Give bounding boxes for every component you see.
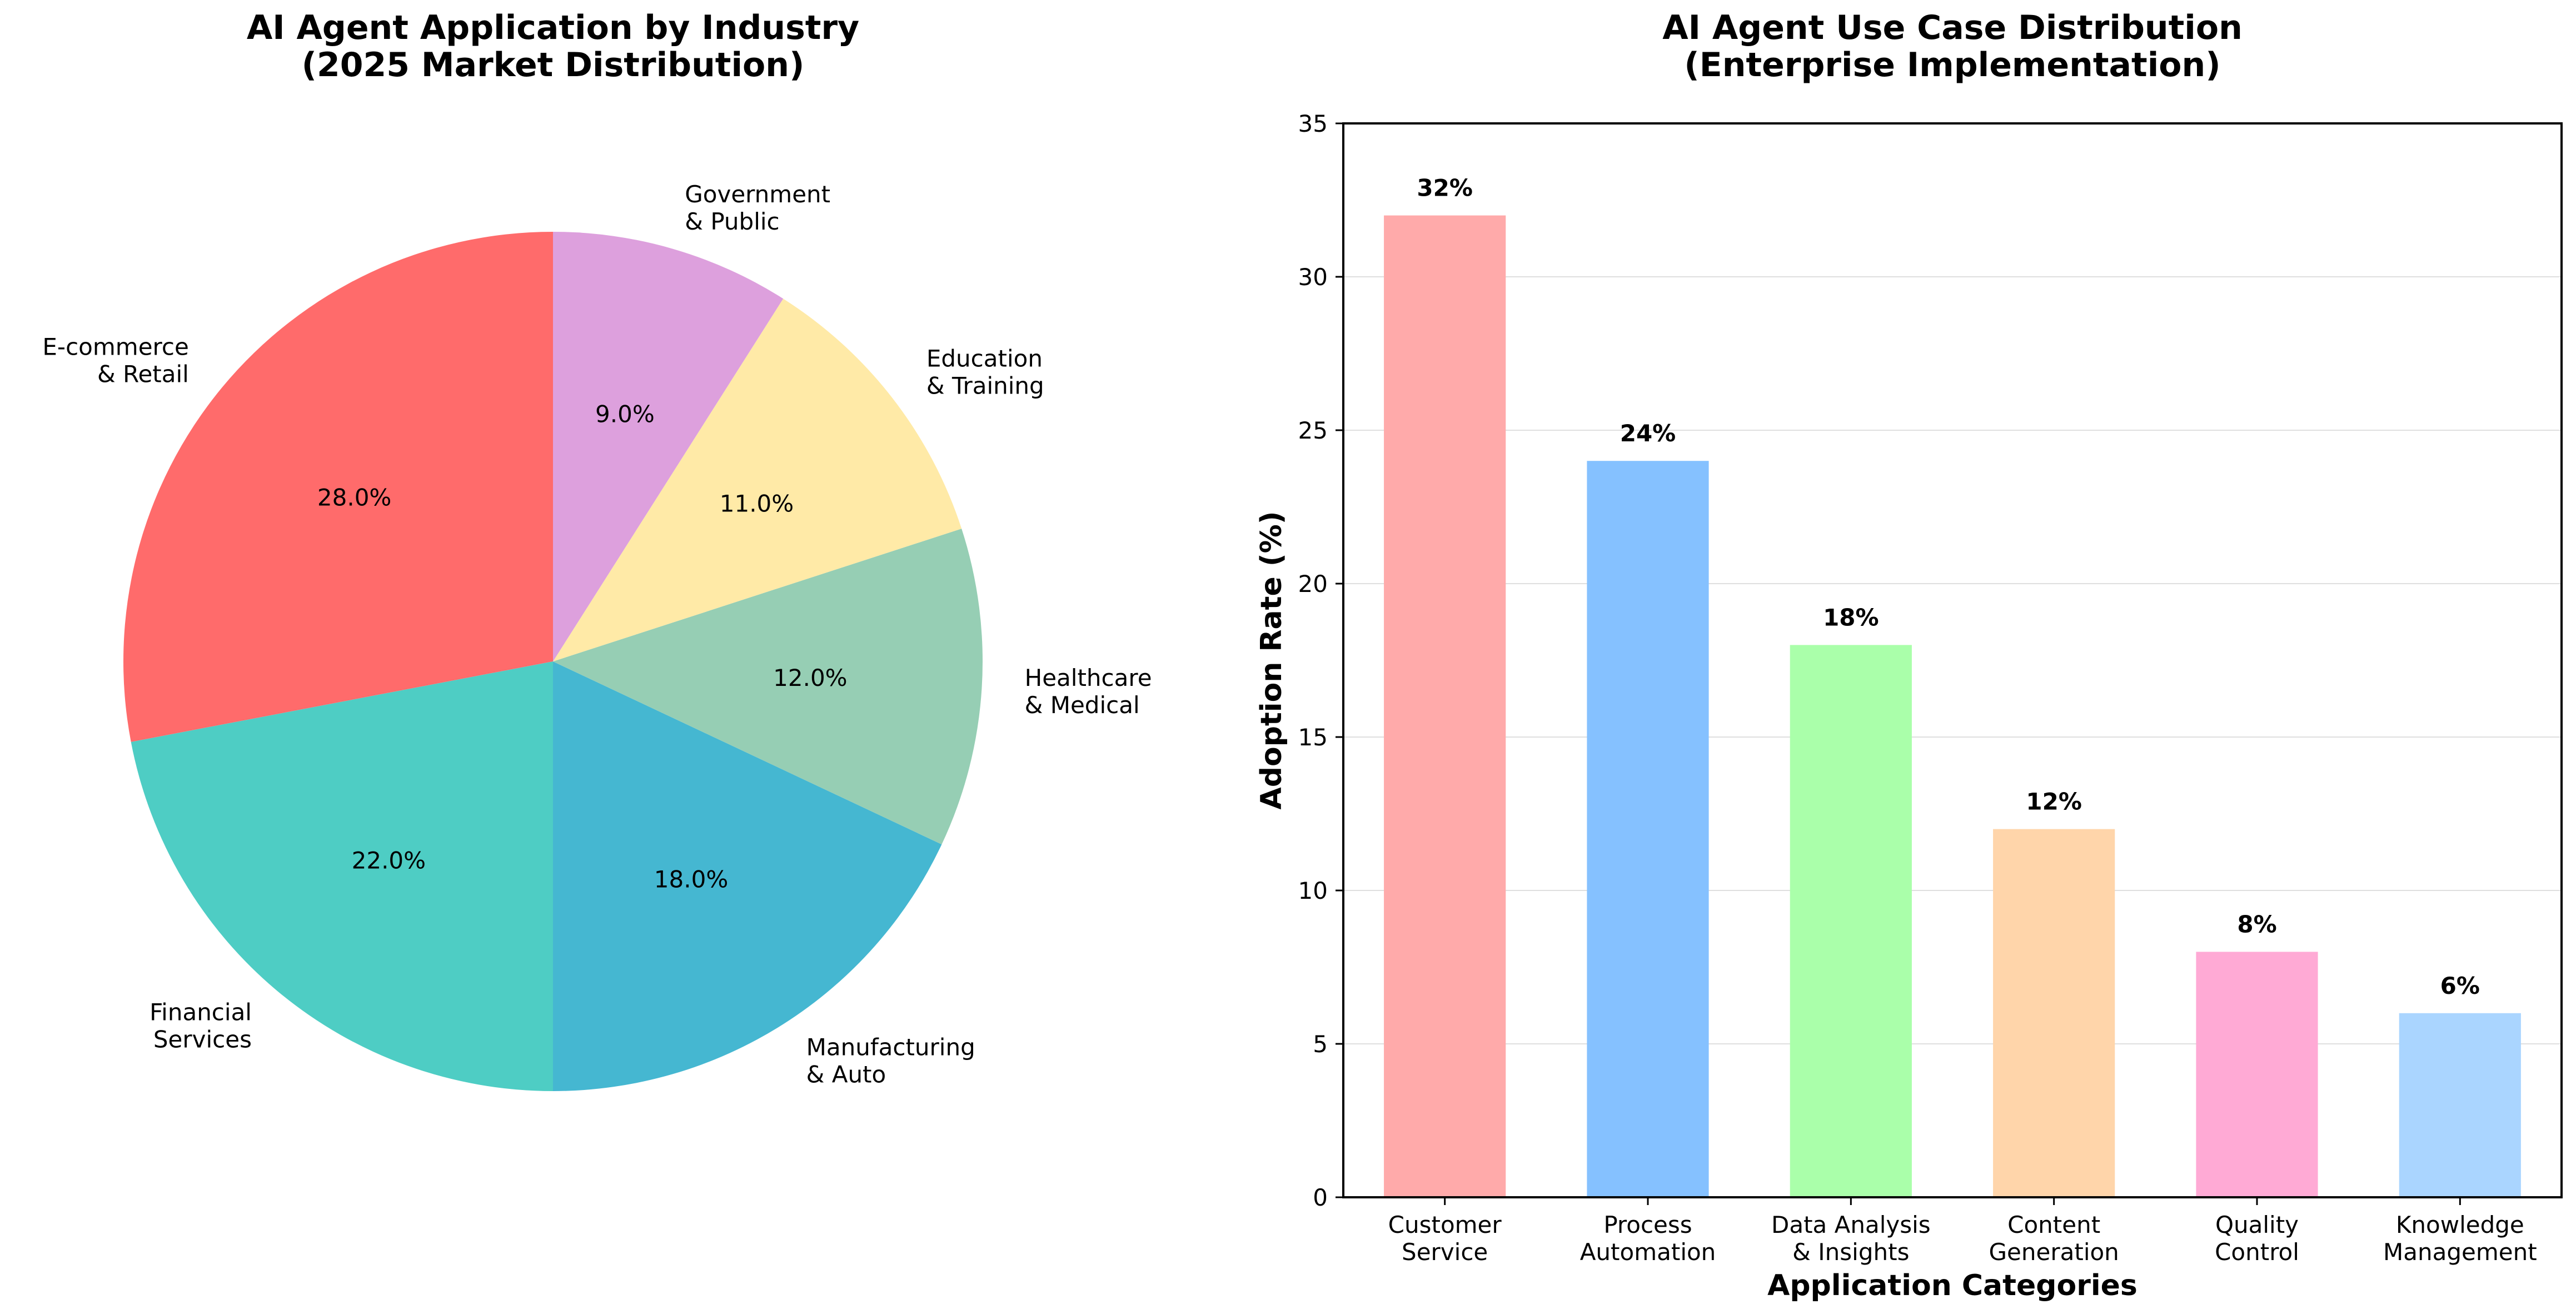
y-axis-ticks: 0 5 10 15 20 25 30 35 — [1298, 110, 1343, 1211]
pie-slice-financial-services — [131, 661, 553, 1091]
plot-area-frame — [1342, 122, 2563, 1198]
x-tick-label-content-generation-line-1: Content — [2007, 1211, 2100, 1238]
bar-data-analysis-insights — [1790, 645, 1912, 1197]
pie-category-label-financial-services: Financial Services — [150, 999, 252, 1053]
bar-quality-control — [2196, 952, 2318, 1197]
pie-slices — [123, 232, 983, 1091]
bar-value-label-quality-control: 8% — [2237, 910, 2276, 938]
x-tick-label-process-automation-line-1: Process — [1603, 1211, 1692, 1238]
x-axis-ticks: Customer Service Process Automation Data Ana… — [1388, 1197, 2537, 1266]
pie-category-label-government-public: Government & Public — [685, 181, 830, 235]
pie-category-label-education-training-line-1: Education — [926, 345, 1043, 372]
bar-value-label-customer-service: 32% — [1417, 175, 1473, 202]
x-tick-label-customer-service-line-1: Customer — [1388, 1211, 1502, 1238]
x-tick-label-data-analysis-insights-line-1: Data Analysis — [1771, 1211, 1931, 1238]
y-gridlines — [1343, 276, 2562, 1044]
pie-category-label-government-public-line-1: Government — [685, 181, 830, 208]
pie-title-line-1: AI Agent Application by Industry — [247, 8, 859, 47]
y-tick-label: 20 — [1298, 570, 1328, 598]
pie-slice-government-public — [553, 232, 784, 661]
x-tick-label-data-analysis-insights: Data Analysis & Insights — [1771, 1211, 1931, 1266]
pie-category-label-healthcare-medical: Healthcare & Medical — [1025, 664, 1152, 719]
pie-title-line-2: (2025 Market Distribution) — [302, 46, 805, 84]
pie-category-label-manufacturing-auto-line-2: & Auto — [806, 1061, 886, 1088]
pie-percent-label-education-training: 11.0% — [720, 490, 794, 517]
pie-slice-manufacturing-auto — [553, 661, 942, 1091]
x-tick-label-content-generation-line-2: Generation — [1989, 1238, 2119, 1266]
pie-category-label-education-training-line-2: & Training — [926, 372, 1044, 399]
x-tick-label-quality-control: Quality Control — [2215, 1211, 2299, 1266]
pie-category-label-financial-services-line-2: Services — [153, 1026, 252, 1053]
pie-category-label-healthcare-medical-line-2: & Medical — [1025, 691, 1140, 719]
pie-category-label-e-commerce-retail-line-1: E-commerce — [42, 333, 188, 360]
pie-category-labels: E-commerce & Retail Financial Services Manuf… — [42, 181, 1152, 1088]
y-tick-label: 10 — [1298, 877, 1328, 904]
bar-process-automation — [1587, 461, 1709, 1198]
x-tick-label-knowledge-management-line-1: Knowledge — [2396, 1211, 2524, 1238]
x-tick-label-data-analysis-insights-line-2: & Insights — [1792, 1238, 1909, 1266]
pie-category-label-manufacturing-auto: Manufacturing & Auto — [806, 1033, 975, 1088]
pie-percent-labels: 28.0% 22.0% 18.0% 12.0% 11.0% 9.0% — [317, 401, 848, 893]
y-tick-label: 5 — [1313, 1031, 1328, 1058]
bar-value-label-knowledge-management: 6% — [2440, 972, 2480, 999]
x-tick-label-knowledge-management: Knowledge Management — [2383, 1211, 2537, 1266]
x-axis-label: Application Categories — [1767, 1269, 2137, 1302]
x-tick-label-content-generation: Content Generation — [1989, 1211, 2119, 1266]
bar-customer-service — [1384, 215, 1506, 1198]
pie-category-label-healthcare-medical-line-1: Healthcare — [1025, 664, 1152, 691]
y-tick-label: 30 — [1298, 263, 1328, 291]
x-tick-label-process-automation-line-2: Automation — [1580, 1238, 1716, 1266]
pie-percent-label-government-public: 9.0% — [595, 401, 655, 428]
pie-percent-label-healthcare-medical: 12.0% — [773, 664, 847, 691]
pie-category-label-government-public-line-2: & Public — [685, 208, 779, 235]
pie-slice-healthcare-medical — [553, 529, 983, 845]
pie-slice-e-commerce-retail — [123, 232, 553, 742]
pie-percent-label-e-commerce-retail: 28.0% — [317, 484, 391, 511]
pie-category-label-financial-services-line-1: Financial — [150, 999, 252, 1026]
bar-title-line-2: (Enterprise Implementation) — [1684, 46, 2220, 84]
pie-category-label-manufacturing-auto-line-1: Manufacturing — [806, 1033, 975, 1061]
pie-category-label-e-commerce-retail: E-commerce & Retail — [42, 333, 188, 387]
y-tick-label: 35 — [1298, 110, 1328, 137]
use-case-bar-chart: AI Agent Use Case Distribution (Enterpri… — [1255, 8, 2563, 1302]
bar-value-labels: 32% 24% 18% 12% 8% 6% — [1417, 175, 2480, 999]
industry-pie-chart: AI Agent Application by Industry (2025 M… — [42, 8, 1152, 1091]
bar-value-label-data-analysis-insights: 18% — [1823, 604, 1879, 631]
bars — [1384, 215, 2521, 1198]
bar-value-label-content-generation: 12% — [2026, 788, 2082, 815]
y-axis-label: Adoption Rate (%) — [1255, 511, 1288, 810]
pie-percent-label-financial-services: 22.0% — [352, 847, 426, 874]
y-tick-label: 15 — [1298, 724, 1328, 751]
x-tick-label-customer-service-line-2: Service — [1402, 1238, 1488, 1266]
bar-content-generation — [1993, 829, 2115, 1197]
bar-knowledge-management — [2399, 1013, 2521, 1197]
pie-category-label-e-commerce-retail-line-2: & Retail — [97, 360, 189, 387]
x-tick-label-knowledge-management-line-2: Management — [2383, 1238, 2537, 1266]
x-tick-label-process-automation: Process Automation — [1580, 1211, 1716, 1266]
pie-percent-label-manufacturing-auto: 18.0% — [654, 866, 728, 893]
pie-category-label-education-training: Education & Training — [926, 345, 1044, 399]
y-tick-label: 25 — [1298, 417, 1328, 444]
x-tick-label-quality-control-line-1: Quality — [2215, 1211, 2299, 1238]
bar-title-line-1: AI Agent Use Case Distribution — [1662, 8, 2243, 47]
x-tick-label-customer-service: Customer Service — [1388, 1211, 1502, 1266]
x-tick-label-quality-control-line-2: Control — [2215, 1238, 2299, 1266]
y-tick-label: 0 — [1313, 1184, 1328, 1211]
bar-value-label-process-automation: 24% — [1620, 420, 1676, 447]
pie-slice-education-training — [553, 298, 962, 661]
